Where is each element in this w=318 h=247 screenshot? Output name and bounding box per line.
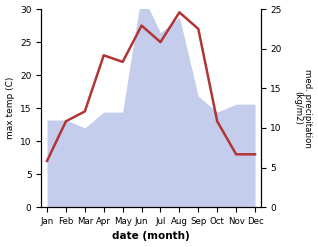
X-axis label: date (month): date (month): [112, 231, 190, 242]
Y-axis label: max temp (C): max temp (C): [5, 77, 15, 139]
Y-axis label: med. precipitation
(kg/m2): med. precipitation (kg/m2): [293, 69, 313, 147]
